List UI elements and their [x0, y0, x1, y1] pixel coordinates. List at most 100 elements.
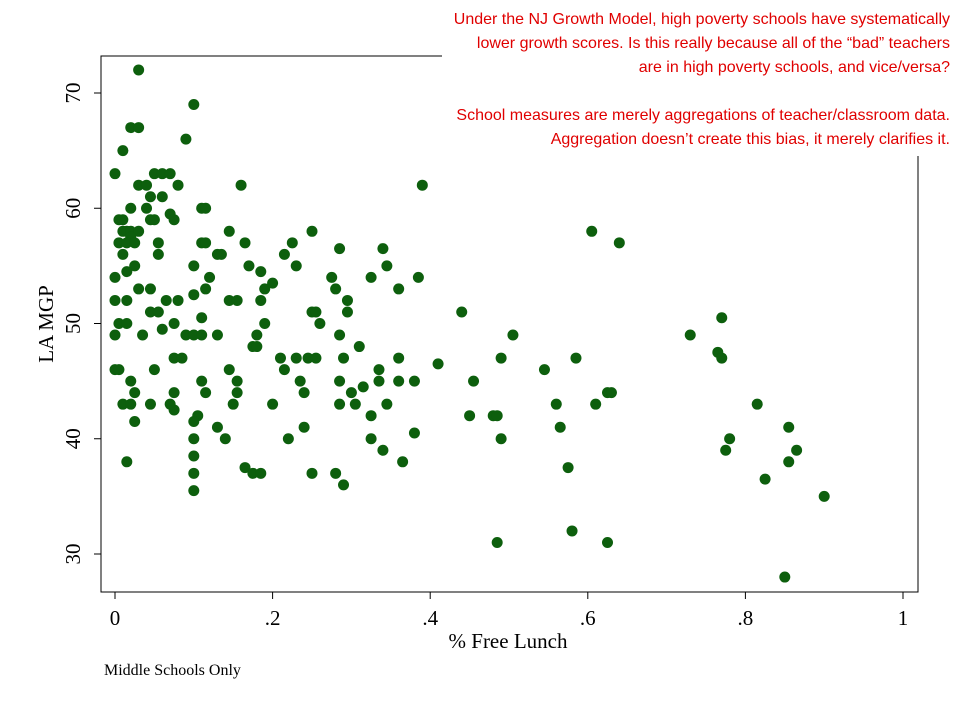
scatter-point — [278, 248, 290, 260]
scatter-point — [408, 427, 420, 439]
scatter-point — [491, 536, 503, 548]
scatter-point — [381, 398, 393, 410]
scatter-point — [200, 237, 212, 249]
scatter-point — [148, 168, 160, 180]
scatter-point — [282, 433, 294, 445]
scatter-point — [393, 352, 405, 364]
scatter-point — [306, 467, 318, 479]
scatter-point — [720, 444, 732, 456]
scatter-point — [172, 294, 184, 306]
scatter-point — [602, 536, 613, 548]
scatter-point — [495, 433, 507, 445]
scatter-point — [310, 306, 322, 318]
scatter-point — [211, 421, 223, 433]
scatter-point — [133, 64, 145, 76]
scatter-point — [397, 456, 409, 468]
scatter-point — [306, 225, 318, 237]
scatter-point — [468, 375, 480, 387]
scatter-point — [121, 294, 133, 306]
scatter-point — [223, 294, 235, 306]
scatter-point — [255, 467, 267, 479]
x-axis-title: % Free Lunch — [449, 629, 568, 653]
scatter-point — [180, 133, 192, 145]
scatter-point — [783, 456, 795, 468]
scatter-point — [188, 260, 200, 272]
scatter-point — [314, 318, 326, 329]
scatter-point — [570, 352, 582, 364]
scatter-point — [204, 271, 216, 283]
scatter-point — [818, 490, 830, 502]
scatter-point — [188, 415, 200, 427]
scatter-point — [133, 122, 145, 134]
y-tick-label: 60 — [61, 198, 85, 219]
scatter-point — [338, 479, 350, 491]
scatter-point — [684, 329, 696, 341]
scatter-point — [330, 283, 342, 295]
scatter-point — [188, 433, 200, 445]
x-tick-label: .4 — [422, 606, 438, 630]
scatter-point — [117, 398, 129, 410]
scatter-point — [188, 467, 200, 479]
x-tick-label: 1 — [898, 606, 909, 630]
scatter-point — [408, 375, 420, 387]
scatter-point — [373, 375, 385, 387]
scatter-point — [334, 329, 346, 341]
scatter-point — [113, 364, 125, 376]
scatter-point — [302, 352, 314, 364]
scatter-point — [231, 387, 243, 399]
scatter-point — [188, 329, 200, 341]
scatter-point — [188, 289, 200, 301]
scatter-point — [345, 387, 357, 399]
scatter-point — [716, 352, 728, 364]
scatter-point — [259, 318, 271, 329]
scatter-point — [168, 318, 180, 329]
scatter-point — [495, 352, 507, 364]
scatter-point — [330, 467, 342, 479]
scatter-point — [200, 283, 212, 295]
scatter-point — [274, 352, 286, 364]
scatter-point — [144, 191, 156, 203]
scatter-point — [393, 375, 405, 387]
x-axis: 0 .2 .4 .6 .8 1 — [110, 592, 909, 630]
scatter-point — [113, 237, 125, 249]
scatter-point — [243, 260, 255, 272]
scatter-point — [223, 364, 235, 376]
scatter-point — [235, 179, 247, 191]
scatter-point — [278, 364, 290, 376]
scatter-point — [117, 145, 129, 157]
scatter-point — [168, 214, 180, 226]
scatter-point — [586, 225, 598, 237]
scatter-point — [125, 375, 137, 387]
scatter-point — [393, 283, 405, 295]
scatter-point — [121, 456, 133, 468]
scatter-point — [168, 387, 180, 399]
scatter-point — [373, 364, 385, 376]
y-tick-label: 30 — [61, 544, 85, 565]
scatter-point — [121, 237, 133, 249]
y-axis: 30 40 50 60 70 — [61, 83, 101, 565]
scatter-point — [109, 329, 121, 341]
scatter-point — [117, 248, 129, 260]
scatter-point — [724, 433, 736, 445]
scatter-point — [381, 260, 393, 272]
scatter-point — [251, 341, 263, 353]
scatter-point — [562, 462, 574, 474]
scatter-point — [180, 329, 192, 341]
scatter-point — [239, 462, 251, 474]
scatter-point — [231, 294, 243, 306]
scatter-point — [590, 398, 602, 410]
scatter-point — [125, 398, 137, 410]
scatter-point — [550, 398, 562, 410]
scatter-point — [365, 271, 377, 283]
scatter-point — [129, 415, 141, 427]
scatter-point — [239, 237, 251, 249]
scatter-point — [759, 473, 771, 485]
scatter-point — [168, 352, 180, 364]
scatter-point — [133, 283, 145, 295]
footnote: Middle Schools Only — [104, 662, 241, 679]
scatter-point — [432, 358, 444, 370]
x-tick-label: .2 — [265, 606, 281, 630]
scatter-point — [223, 225, 235, 237]
scatter-point — [491, 410, 503, 422]
scatter-point — [152, 248, 164, 260]
